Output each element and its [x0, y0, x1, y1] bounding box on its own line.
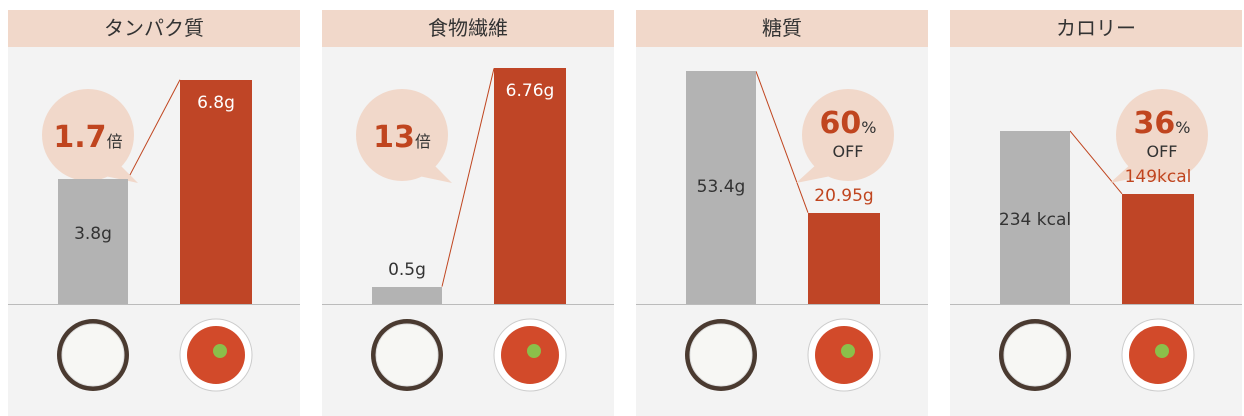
- rice: [1003, 323, 1067, 387]
- callout-tail: [100, 163, 138, 183]
- value-label: 6.76g: [505, 81, 555, 102]
- rice: [61, 323, 125, 387]
- callout-unit: 倍: [415, 132, 431, 151]
- chart-title: タンパク質: [8, 10, 300, 47]
- chart-graphics: 13倍: [356, 68, 567, 392]
- callout-note: OFF: [833, 142, 864, 161]
- topping: [841, 344, 855, 358]
- value-label: 234 kcal: [998, 209, 1072, 230]
- rice: [375, 323, 439, 387]
- chart-graphics: 36%OFF: [999, 89, 1208, 392]
- connector: [755, 71, 809, 213]
- callout-value: 36: [1134, 106, 1176, 141]
- callout-value: 13: [373, 120, 415, 155]
- bar: [180, 79, 252, 304]
- callout-text: 36%: [1134, 106, 1191, 141]
- callout-text: 60%: [820, 106, 877, 141]
- callout-tail: [414, 163, 452, 183]
- bar: [494, 68, 566, 304]
- topping: [1155, 344, 1169, 358]
- value-label: 6.8g: [197, 92, 235, 113]
- callout-text: 1.7倍: [53, 120, 122, 155]
- baseline: [322, 304, 614, 305]
- callout-bubble: [1116, 89, 1208, 181]
- chart-panel: 糖質 60% OFF 53.4g 20.95g: [636, 10, 928, 416]
- baseline: [8, 304, 300, 305]
- baseline: [950, 304, 1242, 305]
- callout-note: OFF: [1147, 142, 1178, 161]
- topping: [527, 344, 541, 358]
- bar: [686, 71, 756, 304]
- callout-bubble: [802, 89, 894, 181]
- chart-graphics: 60%OFF: [685, 71, 894, 392]
- chart-graphics: 1.7倍: [42, 79, 253, 392]
- connector: [1069, 130, 1123, 195]
- bar: [1122, 193, 1194, 304]
- callout-bubble: [42, 89, 134, 181]
- baseline: [636, 304, 928, 305]
- value-label: 20.95g: [814, 185, 874, 206]
- rice: [689, 323, 753, 387]
- topping: [213, 344, 227, 358]
- callout-tail: [1110, 163, 1150, 183]
- value-label: 0.5g: [388, 259, 426, 280]
- chart-panel: 食物繊維 13倍 0.5g 6.76g: [322, 10, 614, 416]
- chart-title: 食物繊維: [322, 10, 614, 47]
- callout-value: 1.7: [53, 120, 106, 155]
- callout-unit: %: [1175, 118, 1190, 137]
- chart-panel: タンパク質 1.7倍 3.8g 6.8g: [8, 10, 300, 416]
- chart-panel: カロリー 36% OFF 234 kcal 149kcal: [950, 10, 1242, 416]
- callout-unit: 倍: [107, 132, 123, 151]
- value-label: 3.8g: [74, 223, 112, 244]
- value-label: 149kcal: [1124, 166, 1192, 187]
- callout-bubble: [356, 89, 448, 181]
- connector: [441, 68, 495, 287]
- callout-unit: %: [861, 118, 876, 137]
- chart-title: 糖質: [636, 10, 928, 47]
- callout-tail: [796, 163, 836, 183]
- chart-title: カロリー: [950, 10, 1242, 47]
- callout-text: 13倍: [373, 120, 431, 155]
- bar: [58, 178, 128, 304]
- bar: [372, 286, 442, 304]
- connector: [127, 79, 181, 179]
- bar: [1000, 130, 1070, 304]
- bar: [808, 212, 880, 304]
- value-label: 53.4g: [696, 177, 746, 198]
- callout-value: 60: [820, 106, 862, 141]
